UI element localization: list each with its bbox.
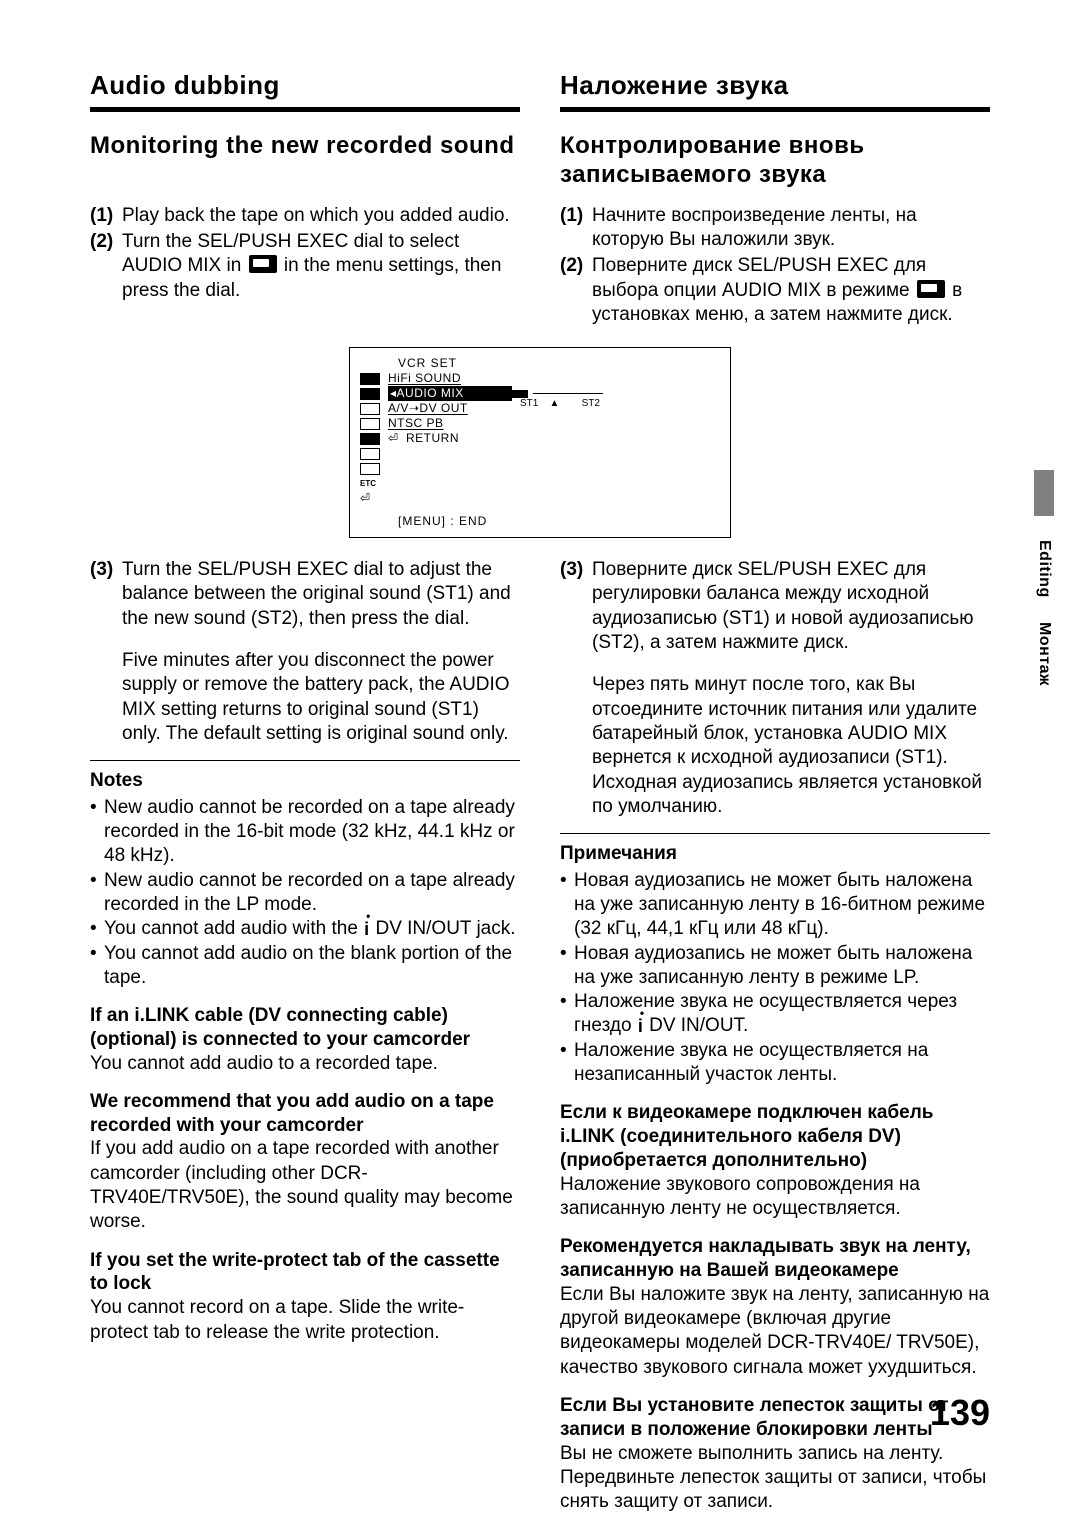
list-item: Новая аудиозапись не может быть наложена… (560, 942, 990, 991)
step-text: Play back the tape on which you added au… (122, 204, 520, 228)
step-num: (2) (90, 230, 122, 303)
menu-row (360, 446, 720, 461)
side-tab-ru: Монтаж (1035, 622, 1053, 686)
step-num: (2) (560, 254, 592, 327)
menu-row: NTSC PB (360, 416, 720, 431)
step-text: Начните воспроизведение ленты, на котору… (592, 204, 990, 253)
list-item: New audio cannot be recorded on a tape a… (90, 796, 520, 869)
menu-diagram: VCR SET HiFi SOUND ◂AUDIO MIX A/V➝DV OUT… (349, 347, 731, 538)
side-tabs: Editing Монтаж (1034, 470, 1054, 686)
lock-head-en: If you set the write-protect tab of the … (90, 1249, 520, 1297)
menu-icon (360, 463, 380, 475)
vcr-icon (249, 255, 277, 273)
menu-icon (360, 373, 380, 385)
ilink-body-ru: Наложение звукового сопровождения на зап… (560, 1173, 990, 1222)
recommend-body-ru: Если Вы наложите звук на ленту, записанн… (560, 1283, 990, 1380)
menu-etc: ETC (360, 479, 376, 489)
subtitle-ru: Контролирование вновь записываемого звук… (560, 132, 990, 190)
dv-icon: i (638, 1015, 643, 1038)
slider-labels: ST1 ▲ ST2 (520, 398, 600, 411)
title-en: Audio dubbing (90, 70, 520, 101)
menu-item-hifi: HiFi SOUND (388, 371, 508, 386)
menu-end: [MENU] : END (398, 514, 720, 529)
menu-header: VCR SET (398, 356, 720, 371)
step-3-en: (3) Turn the SEL/PUSH EXEC dial to adjus… (90, 558, 520, 746)
menu-row: A/V➝DV OUT ST1 ▲ ST2 (360, 401, 720, 416)
notes-heading-en: Notes (90, 769, 520, 793)
lower-ru: (3) Поверните диск SEL/PUSH EXEC для рег… (560, 558, 990, 1528)
menu-icon-return: ⏎ (360, 491, 370, 506)
step-1-ru: (1) Начните воспроизведение ленты, на ко… (560, 204, 990, 253)
step-2-ru: (2) Поверните диск SEL/PUSH EXEC для выб… (560, 254, 990, 327)
notes-heading-ru: Примечания (560, 842, 990, 866)
step-num: (1) (90, 204, 122, 228)
step-3-ru: (3) Поверните диск SEL/PUSH EXEC для рег… (560, 558, 990, 819)
menu-row: HiFi SOUND (360, 371, 720, 386)
menu-slider (512, 390, 603, 398)
menu-item-return: ⏎RETURN (388, 431, 508, 446)
recommend-body-en: If you add audio on a tape recorded with… (90, 1137, 520, 1234)
step-text: Поверните диск SEL/PUSH EXEC для регулир… (592, 558, 990, 819)
step-num: (3) (90, 558, 122, 746)
header-row: Audio dubbing Monitoring the new recorde… (90, 70, 990, 204)
step-text: Turn the SEL/PUSH EXEC dial to select AU… (122, 230, 520, 303)
step-2-en: (2) Turn the SEL/PUSH EXEC dial to selec… (90, 230, 520, 303)
step-text: Turn the SEL/PUSH EXEC dial to adjust th… (122, 558, 520, 746)
recommend-head-ru: Рекомендуется накладывать звук на ленту,… (560, 1235, 990, 1283)
menu-item-avdv: A/V➝DV OUT (388, 401, 508, 416)
ilink-body-en: You cannot add audio to a recorded tape. (90, 1052, 520, 1076)
lock-body-en: You cannot record on a tape. Slide the w… (90, 1296, 520, 1345)
list-item: You cannot add audio on the blank portio… (90, 942, 520, 991)
menu-icon (360, 448, 380, 460)
tab-marker (1034, 470, 1054, 516)
dv-icon: i (364, 918, 369, 941)
recommend-head-en: We recommend that you add audio on a tap… (90, 1090, 520, 1138)
header-left: Audio dubbing Monitoring the new recorde… (90, 70, 520, 204)
list-item: Наложение звука не осуществляется на нез… (560, 1039, 990, 1088)
lower-body: (3) Turn the SEL/PUSH EXEC dial to adjus… (90, 558, 990, 1528)
list-item: You cannot add audio with the i DV IN/OU… (90, 917, 520, 941)
notes-list-ru: Новая аудиозапись не может быть наложена… (560, 869, 990, 1088)
vcr-icon (917, 280, 945, 298)
step-1-en: (1) Play back the tape on which you adde… (90, 204, 520, 228)
divider (90, 760, 520, 761)
page-number: 139 (930, 1392, 990, 1434)
menu-row: ETC (360, 476, 720, 491)
manual-page: Audio dubbing Monitoring the new recorde… (0, 0, 1080, 1470)
step-text: Поверните диск SEL/PUSH EXEC для выбора … (592, 254, 990, 327)
steps-top: (1) Play back the tape on which you adde… (90, 204, 990, 330)
list-item: Наложение звука не осуществляется через … (560, 990, 990, 1039)
lock-head-ru: Если Вы установите лепесток защиты от за… (560, 1394, 990, 1442)
steps-ru: (1) Начните воспроизведение ленты, на ко… (560, 204, 990, 330)
side-tab-en: Editing (1035, 540, 1053, 598)
slider-thumb (512, 390, 528, 398)
menu-icon (360, 403, 380, 415)
menu-row: ⏎ (360, 491, 720, 506)
lock-body-ru: Вы не сможете выполнить запись на ленту.… (560, 1442, 990, 1515)
list-item: Новая аудиозапись не может быть наложена… (560, 869, 990, 942)
rule-en (90, 107, 520, 112)
divider (560, 833, 990, 834)
ilink-head-ru: Если к видеокамере подключен кабель i.LI… (560, 1101, 990, 1172)
menu-icon (360, 418, 380, 430)
menu-item-audiomix: ◂AUDIO MIX (388, 386, 512, 401)
header-right: Наложение звука Контролирование вновь за… (560, 70, 990, 204)
lower-en: (3) Turn the SEL/PUSH EXEC dial to adjus… (90, 558, 520, 1528)
list-item: New audio cannot be recorded on a tape a… (90, 869, 520, 918)
title-ru: Наложение звука (560, 70, 990, 101)
steps-en: (1) Play back the tape on which you adde… (90, 204, 520, 330)
menu-icon (360, 433, 380, 445)
rule-ru (560, 107, 990, 112)
menu-item-ntsc: NTSC PB (388, 416, 508, 431)
return-icon: ⏎ (388, 431, 402, 446)
step-num: (1) (560, 204, 592, 253)
step-num: (3) (560, 558, 592, 819)
subtitle-en: Monitoring the new recorded sound (90, 132, 520, 161)
slider-track (533, 393, 603, 394)
menu-icon (360, 388, 380, 400)
ilink-head-en: If an i.LINK cable (DV connecting cable)… (90, 1004, 520, 1052)
menu-row: ⏎RETURN (360, 431, 720, 446)
notes-list-en: New audio cannot be recorded on a tape a… (90, 796, 520, 991)
menu-row (360, 461, 720, 476)
